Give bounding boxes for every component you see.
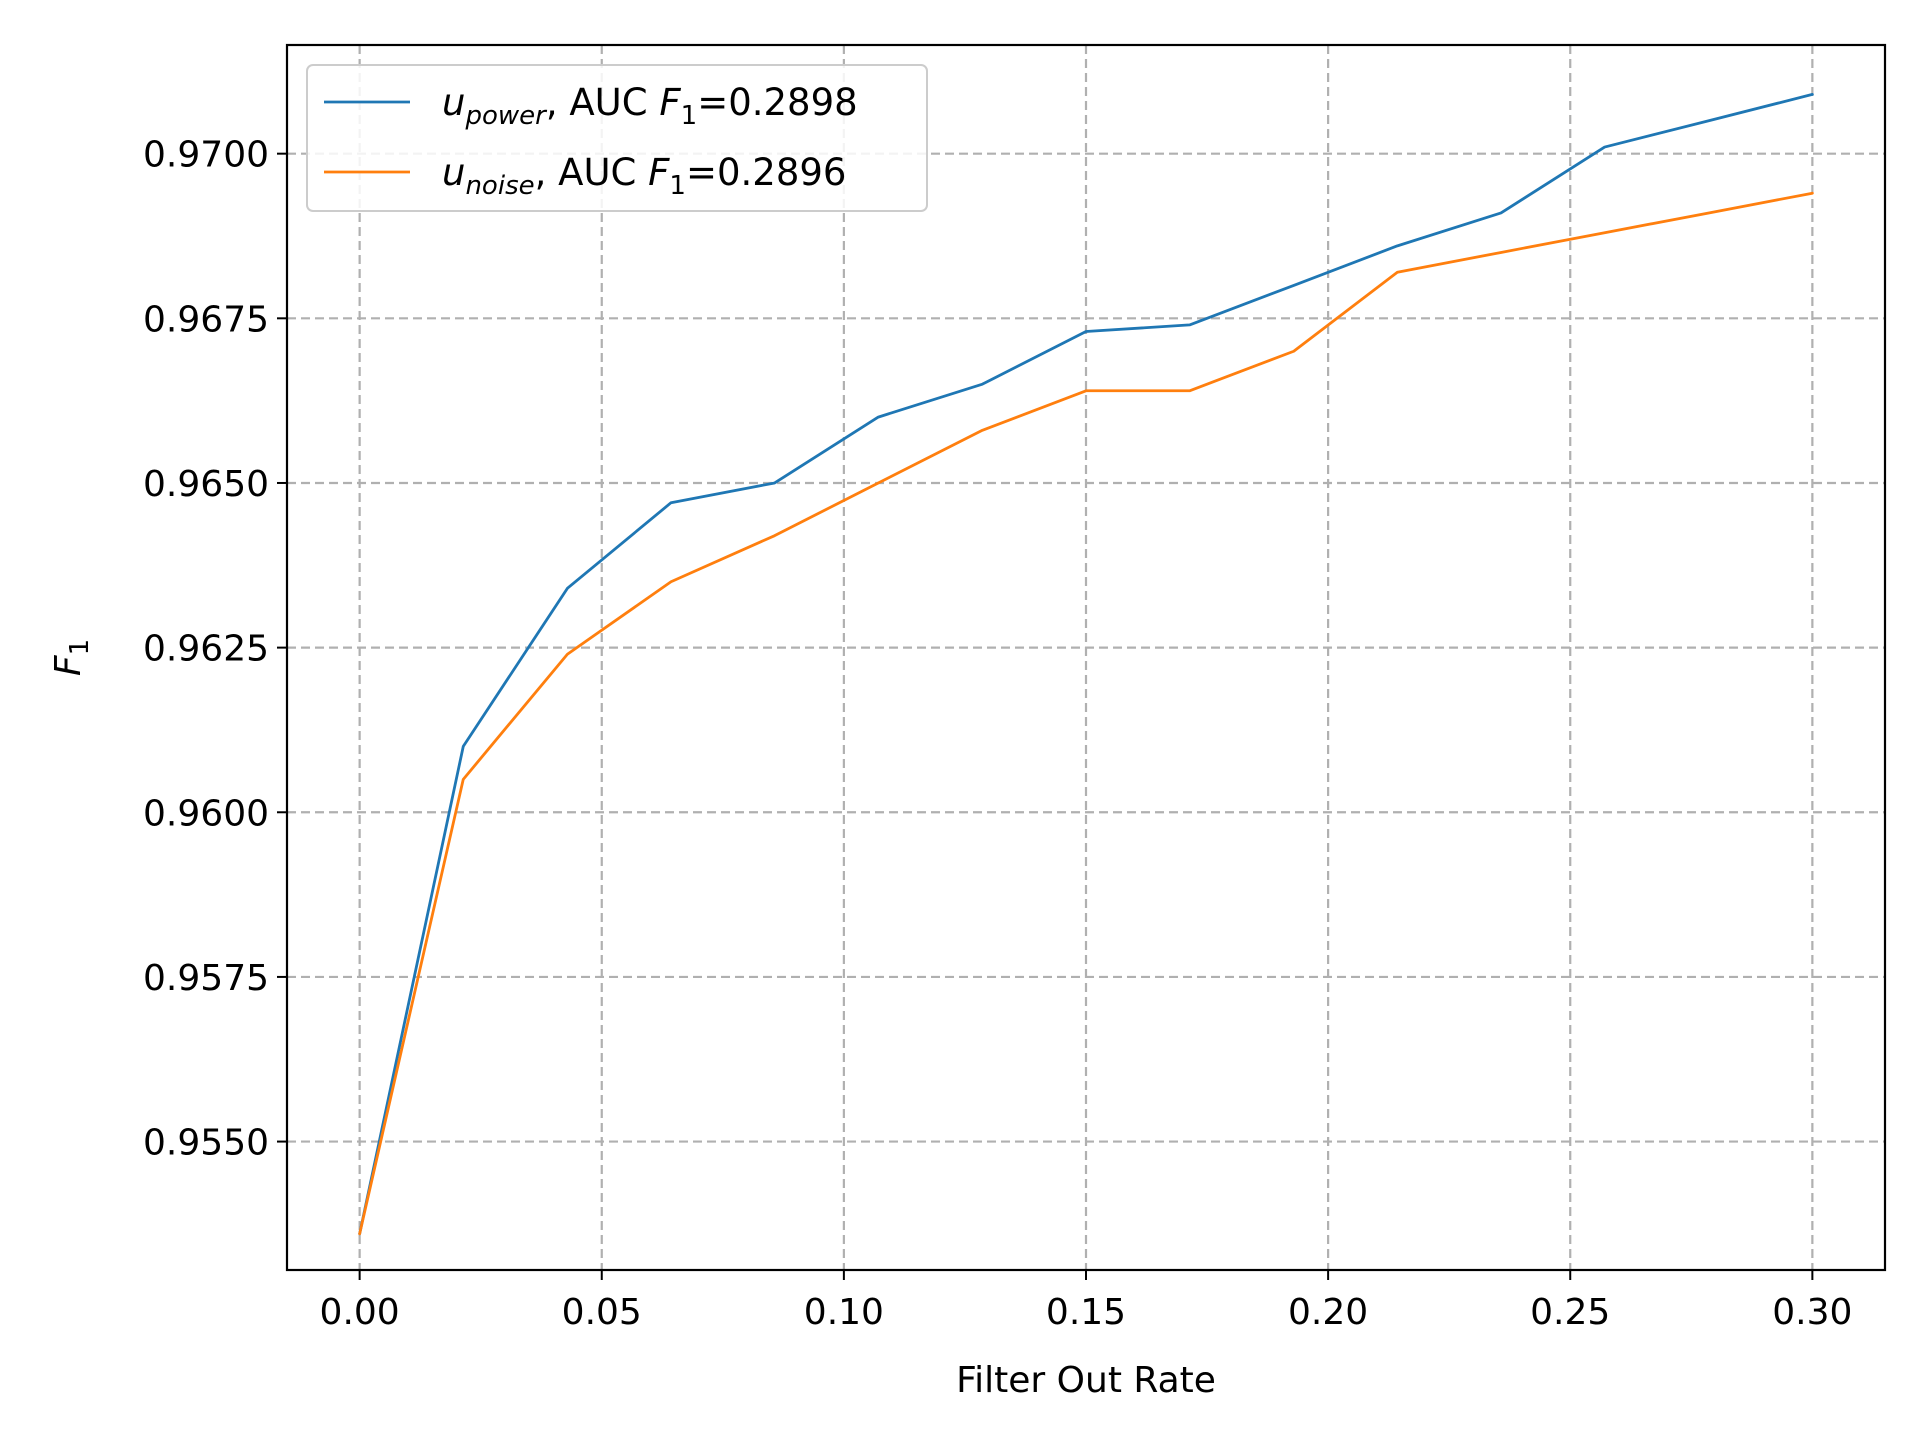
y-tick-label: 0.9600 <box>143 793 269 834</box>
legend-label: upower, AUC F1=0.2898 <box>442 81 858 131</box>
legend: upower, AUC F1=0.2898 unoise, AUC F1=0.28… <box>306 64 928 212</box>
grid <box>287 45 1885 1270</box>
y-tick-label: 0.9650 <box>143 464 269 505</box>
series-line-power <box>358 93 1814 1236</box>
y-tick-label: 0.9575 <box>143 958 269 999</box>
y-tick-label: 0.9700 <box>143 135 269 176</box>
y-tick-label: 0.9550 <box>143 1123 269 1164</box>
x-axis-label: Filter Out Rate <box>956 1360 1216 1401</box>
series-line-noise <box>358 191 1814 1236</box>
legend-items: upower, AUC F1=0.2898 unoise, AUC F1=0.28… <box>324 81 858 201</box>
x-tick-label: 0.10 <box>804 1292 884 1333</box>
x-tick-label: 0.05 <box>562 1292 642 1333</box>
legend-label: unoise, AUC F1=0.2896 <box>442 151 846 201</box>
y-axis-label: F1 <box>48 639 95 676</box>
x-tick-label: 0.15 <box>1046 1292 1126 1333</box>
x-axis: 0.00 0.05 0.10 0.15 0.20 0.25 0.30 <box>320 1270 1852 1333</box>
y-axis: 0.9550 0.9575 0.9600 0.9625 0.9650 0.9675 0.97… <box>143 135 287 1164</box>
x-tick-label: 0.00 <box>320 1292 400 1333</box>
y-tick-label: 0.9675 <box>143 299 269 340</box>
x-tick-label: 0.30 <box>1772 1292 1852 1333</box>
x-tick-label: 0.25 <box>1530 1292 1610 1333</box>
y-tick-label: 0.9625 <box>143 629 269 670</box>
series-lines <box>358 93 1814 1236</box>
x-tick-label: 0.20 <box>1288 1292 1368 1333</box>
legend-box <box>306 64 928 212</box>
